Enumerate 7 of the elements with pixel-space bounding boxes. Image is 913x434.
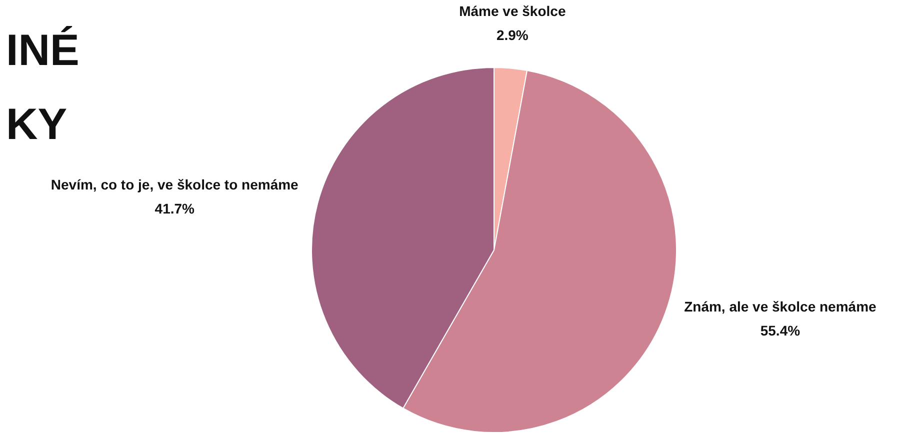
slice-label: Máme ve školce [459,3,566,20]
data-label: 55.4% [760,322,801,339]
data-label: 2.9% [496,27,529,44]
slice-label: Znám, ale ve školce nemáme [684,298,877,315]
text: INÉ KY [6,25,80,151]
data-label: 41.7% [154,200,196,217]
slice-label: Nevím, co to je, ve školce to nemáme [50,176,299,193]
